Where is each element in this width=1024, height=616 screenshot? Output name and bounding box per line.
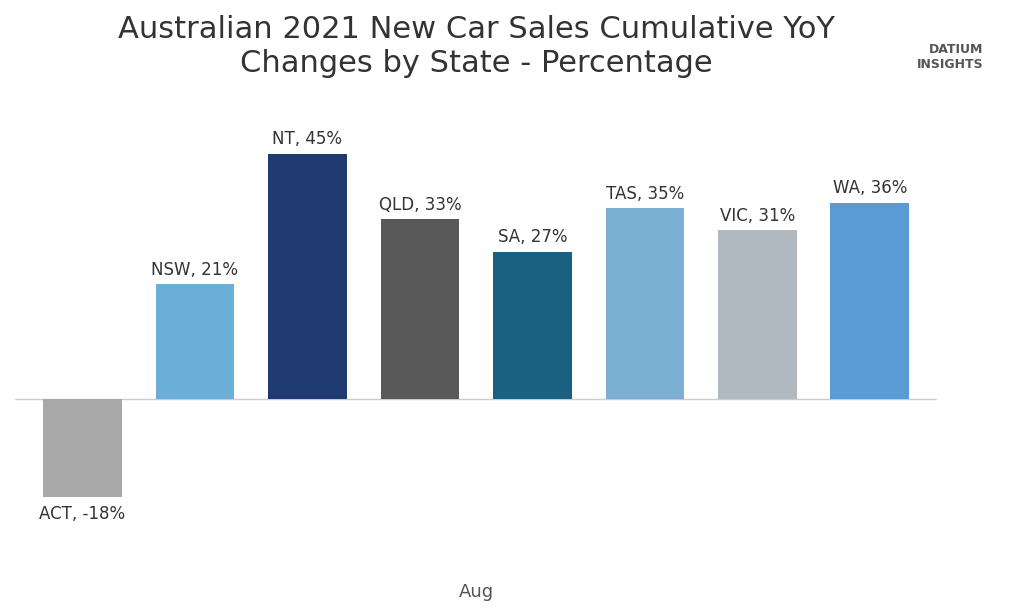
Bar [268, 154, 347, 399]
Bar [605, 208, 684, 399]
Bar [43, 399, 122, 497]
Text: NT, 45%: NT, 45% [272, 131, 342, 148]
Text: ACT, -18%: ACT, -18% [40, 505, 126, 523]
Text: VIC, 31%: VIC, 31% [720, 206, 795, 225]
Text: WA, 36%: WA, 36% [833, 179, 907, 197]
Bar [718, 230, 797, 399]
Text: TAS, 35%: TAS, 35% [606, 185, 684, 203]
Title: Australian 2021 New Car Sales Cumulative YoY
Changes by State - Percentage: Australian 2021 New Car Sales Cumulative… [118, 15, 835, 78]
Text: SA, 27%: SA, 27% [498, 229, 567, 246]
X-axis label: Aug: Aug [459, 583, 494, 601]
Bar [381, 219, 460, 399]
Text: DATIUM
INSIGHTS: DATIUM INSIGHTS [916, 43, 983, 71]
Bar [156, 285, 234, 399]
Bar [493, 252, 571, 399]
Text: NSW, 21%: NSW, 21% [152, 261, 239, 279]
Bar [830, 203, 909, 399]
Text: QLD, 33%: QLD, 33% [379, 196, 461, 214]
